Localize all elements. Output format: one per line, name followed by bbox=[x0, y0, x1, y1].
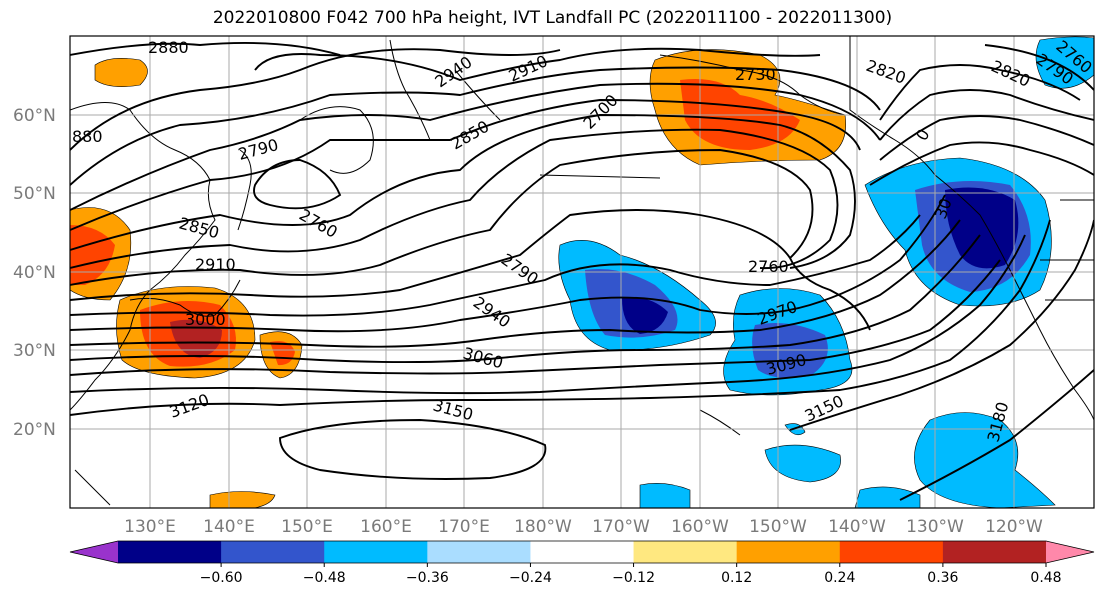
colorbar-swatch bbox=[633, 541, 738, 563]
colorbar-swatch bbox=[427, 541, 531, 563]
colorbar-tick-label: −0.24 bbox=[509, 570, 552, 586]
longitude-labels: 130°E 140°E 150°E 160°E 170°E 180°W 170°… bbox=[124, 517, 1043, 537]
colorbar: −0.60 −0.48 −0.36 −0.24 −0.12 0.12 0.24 0.36 0.4… bbox=[69, 540, 1095, 586]
contour-label: 2910 bbox=[195, 255, 236, 274]
colorbar-tick-label: 0.48 bbox=[1030, 570, 1061, 586]
colorbar-tick-label: 0.36 bbox=[927, 570, 958, 586]
lat-label-50n: 50°N bbox=[13, 184, 56, 204]
colorbar-swatch bbox=[839, 541, 944, 563]
colorbar-swatch bbox=[324, 541, 428, 563]
lon-label: 140°W bbox=[828, 517, 886, 537]
colorbar-swatch bbox=[118, 541, 222, 563]
colorbar-tick-label: 0.24 bbox=[824, 570, 855, 586]
latitude-labels: 60°N 50°N 40°N 30°N 20°N bbox=[13, 106, 56, 440]
lon-label: 140°E bbox=[203, 517, 255, 537]
colorbar-swatch bbox=[530, 541, 635, 563]
map-plot-area: 2880 880 2940 2910 2730 2820 2820 2790 2… bbox=[70, 36, 1094, 508]
colorbar-tick-label: −0.36 bbox=[406, 570, 449, 586]
colorbar-tick-label: −0.60 bbox=[200, 570, 243, 586]
colorbar-swatch bbox=[942, 541, 1047, 563]
lat-label-40n: 40°N bbox=[13, 263, 56, 283]
colorbar-swatch bbox=[221, 541, 325, 563]
lat-label-30n: 30°N bbox=[13, 341, 56, 361]
colorbar-extend-high bbox=[1046, 541, 1094, 563]
map-frame bbox=[69, 35, 1095, 509]
lon-label: 180°W bbox=[514, 517, 572, 537]
lon-label: 150°E bbox=[281, 517, 333, 537]
colorbar-swatch bbox=[736, 541, 841, 563]
colorbar-tick-label: −0.12 bbox=[612, 570, 655, 586]
contour-label: 3000 bbox=[185, 310, 226, 329]
lat-label-20n: 20°N bbox=[13, 420, 56, 440]
colorbar-tick-label: −0.48 bbox=[303, 570, 346, 586]
lat-label-60n: 60°N bbox=[13, 106, 56, 126]
height-contours bbox=[70, 42, 1094, 501]
colorbar-extend-low bbox=[70, 541, 118, 563]
contour-label: 2880 bbox=[148, 38, 189, 57]
colorbar-tick-label: 0.12 bbox=[721, 570, 752, 586]
lon-label: 120°W bbox=[985, 517, 1043, 537]
lon-label: 130°W bbox=[906, 517, 964, 537]
contour-label: 2760 bbox=[748, 257, 789, 276]
lon-label: 160°E bbox=[360, 517, 412, 537]
colorbar-outline bbox=[69, 540, 1095, 564]
contour-label: 2730 bbox=[735, 65, 776, 84]
lon-label: 170°W bbox=[592, 517, 650, 537]
lon-label: 130°E bbox=[124, 517, 176, 537]
map-title: 2022010800 F042 700 hPa height, IVT Land… bbox=[212, 8, 893, 28]
lon-label: 170°E bbox=[438, 517, 490, 537]
lon-label: 150°W bbox=[749, 517, 807, 537]
lon-label: 160°W bbox=[671, 517, 729, 537]
contour-label: 880 bbox=[72, 127, 103, 146]
